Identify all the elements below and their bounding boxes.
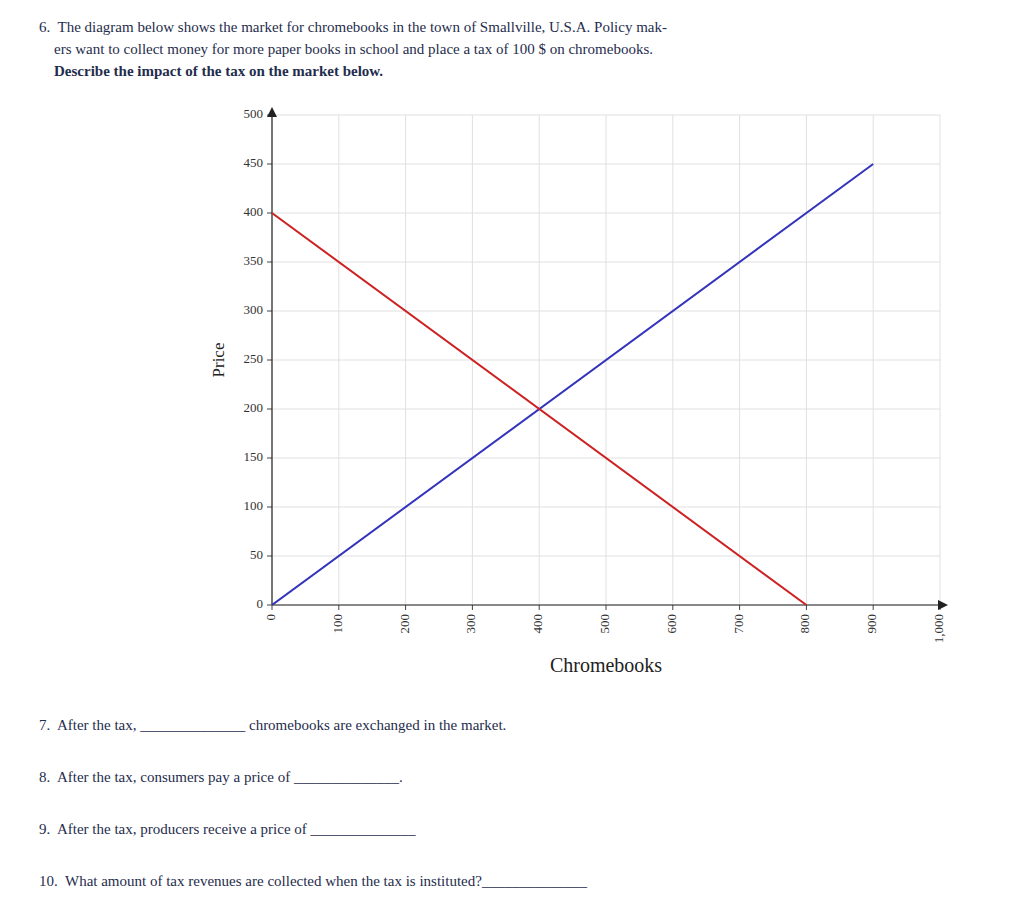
y-tick (267, 458, 272, 459)
grid-line-y (272, 507, 940, 508)
x-tick-label: 100 (330, 614, 345, 634)
x-tick (739, 605, 740, 610)
grid-line-y (272, 262, 940, 263)
x-tick-label: 900 (864, 614, 879, 634)
x-axis-line (272, 604, 940, 605)
grid-line-y (272, 115, 940, 116)
x-tick (338, 605, 339, 610)
grid-line-y (272, 556, 940, 557)
grid-line-x (272, 115, 273, 605)
y-tick (267, 213, 272, 214)
question: 7. After the tax, ______________ chromeb… (39, 717, 506, 733)
x-tick (272, 605, 273, 610)
chart: 6. The diagram below shows the market fo… (0, 0, 1027, 919)
x-tick-label: 200 (397, 614, 412, 634)
y-tick (267, 262, 272, 263)
y-tick (267, 556, 272, 557)
header-line: ers want to collect money for more paper… (39, 41, 653, 57)
x-tick-label: 1,000 (931, 614, 946, 643)
question: 9. After the tax, producers receive a pr… (39, 821, 416, 837)
x-tick-label: 0 (263, 614, 278, 621)
header-line: 6. The diagram below shows the market fo… (39, 19, 667, 35)
y-tick-label: 100 (244, 498, 264, 513)
grid (272, 115, 940, 605)
y-tick (267, 164, 272, 165)
x-tick-label: 300 (463, 614, 478, 634)
x-tick (405, 605, 406, 610)
y-tick-label: 500 (244, 106, 264, 121)
x-axis-label: Chromebooks (550, 654, 662, 676)
y-tick (267, 507, 272, 508)
y-tick-label: 300 (244, 302, 264, 317)
question: 10. What amount of tax revenues are coll… (39, 873, 587, 889)
x-tick (672, 605, 673, 610)
y-tick-label: 350 (244, 253, 264, 268)
x-tick-label: 600 (664, 614, 679, 634)
series-line (272, 164, 873, 605)
y-axis-label: Price (209, 343, 228, 378)
grid-line-y (272, 409, 940, 410)
y-tick (267, 360, 272, 361)
x-tick (606, 605, 607, 610)
axes: 0 100 200 300 400 500 600 700 800 900 1,000 0 50 100 1… (244, 106, 949, 643)
grid-line-y (272, 164, 940, 165)
question: 8. After the tax, consumers pay a price … (39, 769, 403, 785)
y-tick-label: 50 (250, 547, 263, 562)
y-tick-label: 150 (244, 449, 264, 464)
y-tick-label: 400 (244, 204, 264, 219)
x-tick-label: 400 (530, 614, 545, 634)
x-tick-label: 800 (797, 614, 812, 634)
grid-line-y (272, 311, 940, 312)
y-tick-label: 0 (257, 596, 264, 611)
y-tick (267, 311, 272, 312)
grid-line-y (272, 605, 940, 606)
x-axis-arrow (938, 600, 948, 610)
x-tick-label: 700 (731, 614, 746, 634)
x-tick (472, 605, 473, 610)
y-axis-arrow (267, 107, 277, 117)
x-tick (806, 605, 807, 610)
y-tick (267, 409, 272, 410)
x-tick-label: 500 (597, 614, 612, 634)
y-tick-label: 200 (244, 400, 264, 415)
y-tick (267, 605, 272, 606)
grid-line-y (272, 213, 940, 214)
data-lines (272, 164, 873, 605)
y-axis-line (271, 115, 272, 605)
header-line: Describe the impact of the tax on the ma… (39, 63, 383, 79)
y-tick-label: 450 (244, 155, 264, 170)
x-tick (539, 605, 540, 610)
series-line (272, 213, 806, 605)
x-tick (873, 605, 874, 610)
y-tick-label: 250 (244, 351, 264, 366)
